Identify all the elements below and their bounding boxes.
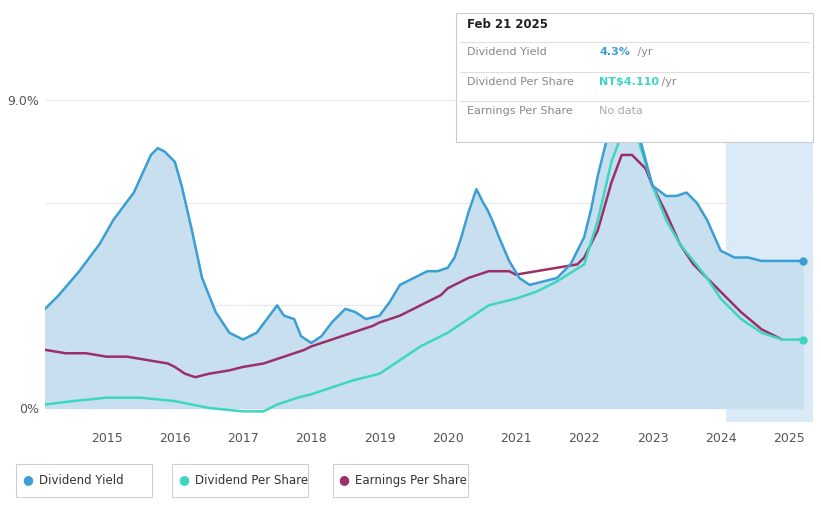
Text: /yr: /yr <box>658 77 677 87</box>
Text: No data: No data <box>599 106 643 116</box>
Text: Dividend Yield: Dividend Yield <box>467 47 547 57</box>
Text: /yr: /yr <box>634 47 653 57</box>
Text: Dividend Per Share: Dividend Per Share <box>195 473 308 487</box>
Bar <box>726 66 813 422</box>
Text: ●: ● <box>338 473 350 487</box>
Text: Past: Past <box>761 80 787 93</box>
Text: ●: ● <box>22 473 34 487</box>
Text: Feb 21 2025: Feb 21 2025 <box>467 18 548 31</box>
Text: Earnings Per Share: Earnings Per Share <box>467 106 573 116</box>
Text: Dividend Yield: Dividend Yield <box>39 473 123 487</box>
Text: ●: ● <box>178 473 190 487</box>
Text: Earnings Per Share: Earnings Per Share <box>355 473 466 487</box>
Text: NT$4.110: NT$4.110 <box>599 77 659 87</box>
Text: 4.3%: 4.3% <box>599 47 631 57</box>
Text: Dividend Per Share: Dividend Per Share <box>467 77 574 87</box>
